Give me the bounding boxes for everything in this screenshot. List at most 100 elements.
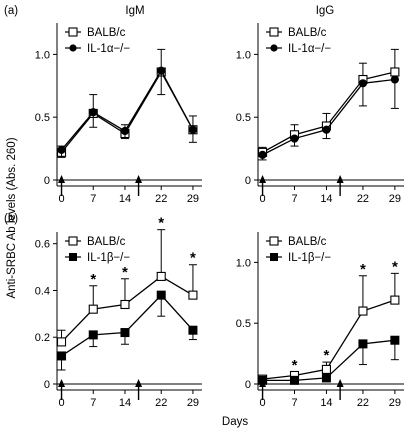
immunization-arrow-icon (58, 175, 66, 183)
data-point (258, 150, 267, 159)
y-tick-label: 1.0 (236, 49, 251, 61)
x-tick-label: 22 (357, 193, 369, 205)
data-point (321, 373, 331, 383)
panel-title: IgG (316, 5, 335, 17)
data-point (390, 295, 400, 305)
data-point (120, 126, 130, 136)
legend-marker (270, 44, 278, 52)
significance-asterisk: * (122, 264, 128, 281)
x-tick-label: 29 (187, 397, 199, 409)
significance-asterisk: * (90, 271, 96, 288)
y-tick-label: 0 (44, 379, 50, 391)
y-tick-label: 0.5 (236, 318, 251, 330)
legend-label: BALB/c (288, 236, 327, 248)
immunization-arrow-icon (135, 175, 143, 183)
x-tick-label: 22 (155, 397, 167, 409)
legend-marker (68, 27, 78, 37)
x-tick-label: 29 (389, 397, 401, 409)
legend-marker (270, 253, 278, 261)
data-point (322, 125, 331, 134)
data-point (156, 271, 166, 281)
series-line-1 (262, 71, 396, 153)
x-axis-label: Days (222, 416, 248, 428)
legend-marker (269, 27, 279, 37)
y-tick-label: 0 (245, 379, 251, 391)
series-line-1 (61, 70, 194, 153)
y-tick-label: 1.0 (35, 49, 50, 61)
immunization-arrow-icon (135, 379, 143, 387)
data-point (88, 304, 98, 314)
chart-panel-2: IgG 0 0.5 1.0 0 7 14 22 29 BALB/c IL-1α−/− (236, 5, 404, 205)
y-tick-label: 1.0 (236, 257, 251, 269)
data-point (358, 306, 368, 316)
significance-asterisk: * (292, 357, 298, 374)
significance-asterisk: * (158, 215, 164, 232)
y-tick-label: 0.5 (236, 112, 251, 124)
x-tick-label: 29 (187, 193, 199, 205)
data-point (120, 299, 130, 310)
data-point (258, 375, 268, 385)
data-point (188, 125, 198, 134)
data-point (57, 145, 66, 154)
data-point (290, 375, 299, 385)
x-tick-label: 7 (90, 193, 96, 205)
data-point (188, 290, 198, 300)
data-point (390, 335, 400, 345)
y-tick-label: 0.2 (35, 332, 50, 344)
series-line-2 (262, 78, 395, 156)
x-tick-label: 7 (90, 397, 96, 409)
x-tick-label: 22 (357, 397, 369, 409)
y-tick-label: 0 (44, 175, 50, 187)
legend-marker (69, 253, 77, 261)
panel-title: IgM (125, 5, 144, 17)
data-point (56, 337, 67, 347)
y-axis-label: Anti-SRBC Ab levels (Abs. 260) (6, 137, 18, 298)
x-tick-label: 29 (389, 193, 401, 205)
data-point (390, 75, 399, 84)
panel-label: (b) (4, 213, 18, 225)
x-tick-label: 14 (320, 397, 332, 409)
significance-asterisk: * (190, 250, 196, 267)
immunization-arrow-icon (336, 379, 344, 387)
x-tick-label: 7 (291, 397, 297, 409)
significance-asterisk: * (324, 347, 330, 364)
legend-marker (68, 236, 78, 246)
data-point (390, 67, 400, 77)
panel-label: (a) (4, 5, 18, 17)
x-tick-label: 14 (119, 193, 131, 205)
legend-label: IL-1β−/− (288, 252, 331, 264)
y-tick-label: 0 (245, 175, 251, 187)
data-point (156, 290, 166, 300)
significance-asterisk: * (392, 258, 398, 275)
legend-label: BALB/c (87, 27, 126, 39)
legend-marker (69, 44, 77, 52)
data-point (57, 351, 67, 361)
x-tick-label: 0 (58, 397, 64, 409)
significance-asterisk: * (360, 261, 366, 278)
y-tick-label: 0.4 (35, 285, 50, 297)
chart-panel-4: 0 0.5 1.0 0 7 14 22 29 * * * * BALB/c IL-1β−/− (236, 232, 404, 409)
legend-label: IL-1α−/− (87, 43, 130, 55)
legend-label: BALB/c (87, 236, 126, 248)
legend-marker (269, 236, 279, 246)
data-point (88, 330, 98, 340)
x-tick-label: 0 (260, 397, 266, 409)
y-tick-label: 0.5 (35, 112, 50, 124)
immunization-arrow-icon (336, 175, 344, 183)
x-tick-label: 0 (260, 193, 266, 205)
legend-label: IL-1α−/− (288, 43, 331, 55)
x-tick-label: 14 (119, 397, 131, 409)
data-point (188, 325, 198, 335)
data-point (120, 328, 130, 338)
x-tick-label: 14 (320, 193, 332, 205)
chart-panel-3: (b) 0 0.2 0.4 0.6 0 7 14 22 29 * * * * BALB/c IL-1β−/− (4, 213, 202, 409)
chart-panel-1: (a) IgM 0 0.5 1.0 0 7 14 22 29 BALB/c IL-1α−/− (4, 5, 202, 205)
y-tick-label: 0.6 (35, 239, 50, 251)
x-tick-label: 22 (155, 193, 167, 205)
immunization-arrow-icon (259, 175, 267, 183)
legend-label: BALB/c (288, 27, 327, 39)
x-tick-label: 7 (291, 193, 297, 205)
legend-label: IL-1β−/− (87, 252, 130, 264)
data-point (290, 134, 299, 143)
